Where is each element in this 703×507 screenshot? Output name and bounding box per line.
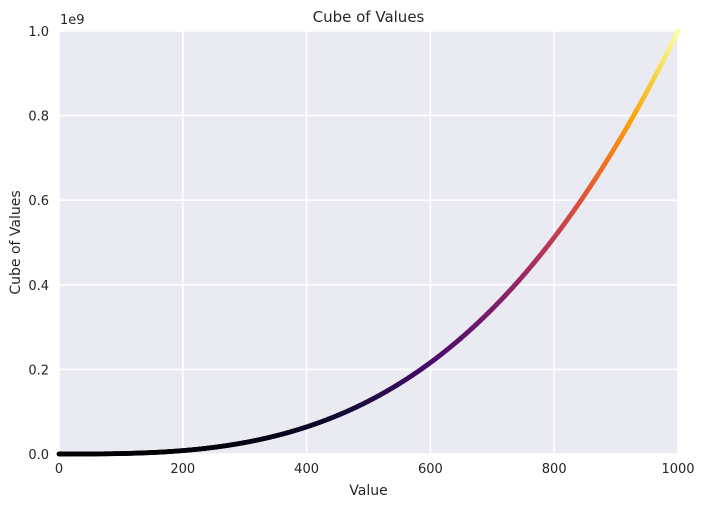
x-tick-label: 800 [542, 462, 567, 477]
x-tick-label: 400 [294, 462, 319, 477]
data-points [56, 28, 681, 457]
plot-background [59, 31, 678, 454]
x-tick-label: 0 [55, 462, 63, 477]
x-axis-label: Value [349, 483, 387, 499]
data-point [675, 28, 681, 34]
x-tick-label: 600 [418, 462, 443, 477]
y-axis-scale-label: 1e9 [60, 13, 85, 28]
y-tick-label: 0.4 [28, 279, 49, 294]
x-tick-label: 1000 [661, 462, 694, 477]
y-tick-label: 0.6 [28, 194, 49, 209]
chart-title: Cube of Values [313, 8, 425, 26]
x-tick-label: 200 [170, 462, 195, 477]
y-axis-ticks: 0.0 0.2 0.4 0.6 0.8 1.0 [28, 25, 49, 463]
y-tick-label: 0.8 [28, 110, 49, 125]
y-tick-label: 0.2 [28, 363, 49, 378]
y-axis-label: Cube of Values [8, 190, 24, 294]
y-tick-label: 1.0 [28, 25, 49, 40]
y-tick-label: 0.0 [28, 448, 49, 463]
x-axis-ticks: 0 200 400 600 800 1000 [55, 462, 695, 477]
